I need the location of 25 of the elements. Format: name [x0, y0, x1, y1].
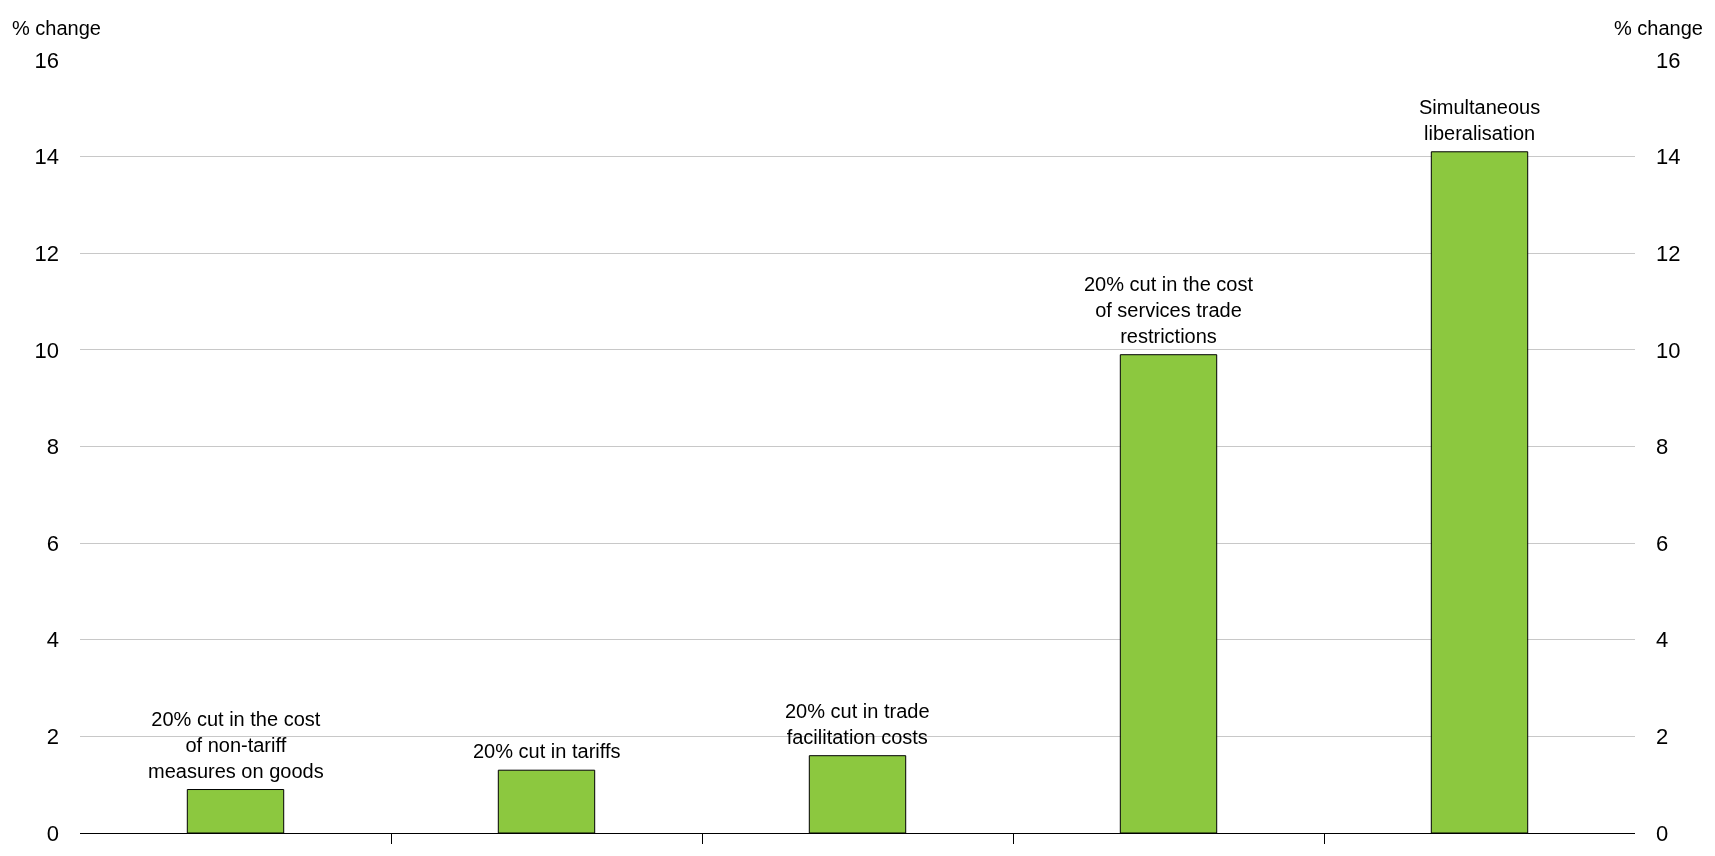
y2-tick-label: 14	[1656, 144, 1681, 170]
y2-tick-label: 6	[1656, 530, 1669, 556]
y2-tick-label: 4	[1656, 627, 1669, 653]
y2-tick-label: 10	[1656, 337, 1681, 363]
y-tick-label: 14	[34, 144, 59, 170]
y-tick-label: 4	[46, 627, 59, 653]
x-tick-label: 20% cut in the cost of services trade restrictions	[1084, 273, 1254, 347]
y2-tick-label: 12	[1656, 240, 1681, 266]
y-tick-label: 10	[34, 337, 59, 363]
y2-tick-label: 16	[1656, 47, 1681, 73]
y-tick-label: 16	[34, 47, 59, 73]
y2-tick-label: 8	[1656, 434, 1669, 460]
y-tick-label: 2	[46, 724, 59, 750]
x-tick-label: 20% cut in trade facilitation costs	[785, 700, 930, 748]
y-tick-label: 8	[46, 434, 59, 460]
y-tick-label: 6	[46, 530, 59, 556]
y-tick-label: 12	[34, 240, 59, 266]
x-tick-label: 20% cut in tariffs	[473, 740, 621, 762]
y2-axis-title: % change	[1614, 17, 1703, 39]
y2-tick-label: 0	[1656, 820, 1669, 846]
y-tick-label: 0	[46, 820, 59, 846]
x-tick-label: Simultaneous liberalisation	[1419, 96, 1541, 144]
y2-tick-label: 2	[1656, 724, 1669, 750]
y-axis-title: % change	[12, 17, 101, 39]
x-tick-label: 20% cut in the cost of non-tariff measures on goods	[148, 708, 324, 782]
